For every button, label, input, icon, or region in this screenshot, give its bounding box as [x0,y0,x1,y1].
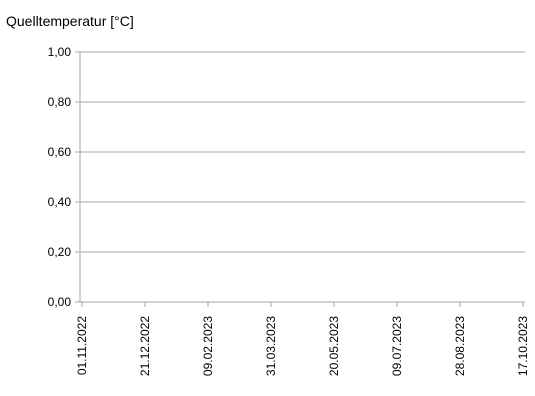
x-axis-ticks: 01.11.2022 21.12.2022 09.02.2023 31.03.2023… [75,302,530,376]
x-tick-label: 28.08.2023 [453,316,467,376]
x-tick-label: 21.12.2022 [138,316,152,376]
y-tick-label: 0,20 [48,245,72,259]
x-tick-label: 01.11.2022 [75,316,89,375]
y-axis-ticks: 0,00 0,20 0,40 0,60 0,80 1,00 [48,45,80,309]
x-tick-label: 09.07.2023 [390,316,404,376]
y-tick-label: 1,00 [48,45,72,59]
y-tick-label: 0,80 [48,95,72,109]
x-tick-label: 17.10.2023 [516,316,530,376]
x-tick-label: 09.02.2023 [201,316,215,376]
x-tick-label: 20.05.2023 [327,316,341,376]
chart-title: Quelltemperatur [°C] [6,13,134,29]
grid-lines [80,51,525,253]
y-tick-label: 0,60 [48,145,72,159]
y-tick-label: 0,00 [48,295,72,309]
x-tick-label: 31.03.2023 [264,316,278,376]
y-tick-label: 0,40 [48,195,72,209]
